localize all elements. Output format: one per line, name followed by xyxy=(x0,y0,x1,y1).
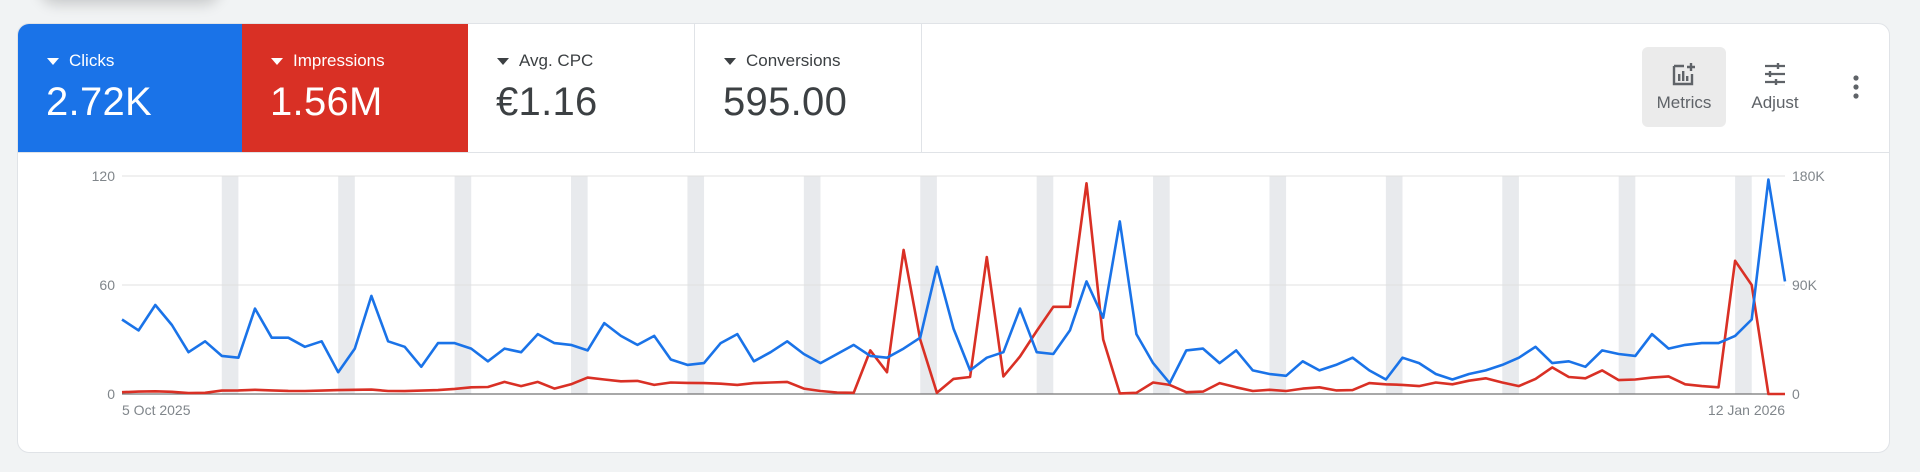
left-axis-ticks: 120 60 0 xyxy=(92,168,116,402)
metric-value: €1.16 xyxy=(496,80,598,124)
caret-down-icon[interactable] xyxy=(271,57,283,65)
right-tick-90k: 90K xyxy=(1792,277,1818,293)
metric-label: Avg. CPC xyxy=(519,51,594,70)
performance-card: Clicks 2.72K Impressions 1.56M Avg. CPC … xyxy=(17,23,1890,453)
right-tick-0: 0 xyxy=(1792,386,1800,402)
right-axis-ticks: 180K 90K 0 xyxy=(1792,168,1825,402)
metric-tiles: Clicks 2.72K Impressions 1.56M Avg. CPC … xyxy=(18,24,1889,153)
caret-down-icon[interactable] xyxy=(497,57,509,65)
metric-label: Clicks xyxy=(69,51,115,70)
left-tick-120: 120 xyxy=(92,168,116,184)
metric-tile-avg-cpc[interactable]: Avg. CPC €1.16 xyxy=(468,24,695,152)
metrics-button-label: Metrics xyxy=(1656,93,1712,112)
right-tick-180k: 180K xyxy=(1792,168,1825,184)
gridlines xyxy=(122,175,1785,395)
metric-label: Impressions xyxy=(293,51,385,70)
metric-tile-clicks[interactable]: Clicks 2.72K xyxy=(18,24,242,152)
adjust-button-label: Adjust xyxy=(1751,93,1799,112)
metric-tile-conversions[interactable]: Conversions 595.00 xyxy=(695,24,922,152)
metric-value: 2.72K xyxy=(46,80,153,124)
caret-down-icon[interactable] xyxy=(47,57,59,65)
metric-value: 595.00 xyxy=(723,80,848,124)
more-vert-icon xyxy=(1853,75,1859,99)
weekend-bands xyxy=(221,176,1752,394)
more-options-button[interactable] xyxy=(1850,72,1862,102)
left-tick-0: 0 xyxy=(107,386,115,402)
x-start-label: 5 Oct 2025 xyxy=(122,402,191,418)
metric-label: Conversions xyxy=(746,51,841,70)
metric-value: 1.56M xyxy=(270,80,383,124)
caret-down-icon[interactable] xyxy=(724,57,736,65)
add-chart-icon xyxy=(1672,63,1695,86)
left-tick-60: 60 xyxy=(99,277,115,293)
adjust-button[interactable]: Adjust xyxy=(1733,47,1817,127)
impressions-line[interactable] xyxy=(121,182,1785,396)
metrics-button[interactable]: Metrics xyxy=(1642,47,1726,127)
tune-icon xyxy=(1765,63,1785,85)
metric-tile-impressions[interactable]: Impressions 1.56M xyxy=(242,24,468,152)
x-end-label: 12 Jan 2026 xyxy=(1708,402,1785,418)
clicks-line[interactable] xyxy=(121,178,1787,385)
